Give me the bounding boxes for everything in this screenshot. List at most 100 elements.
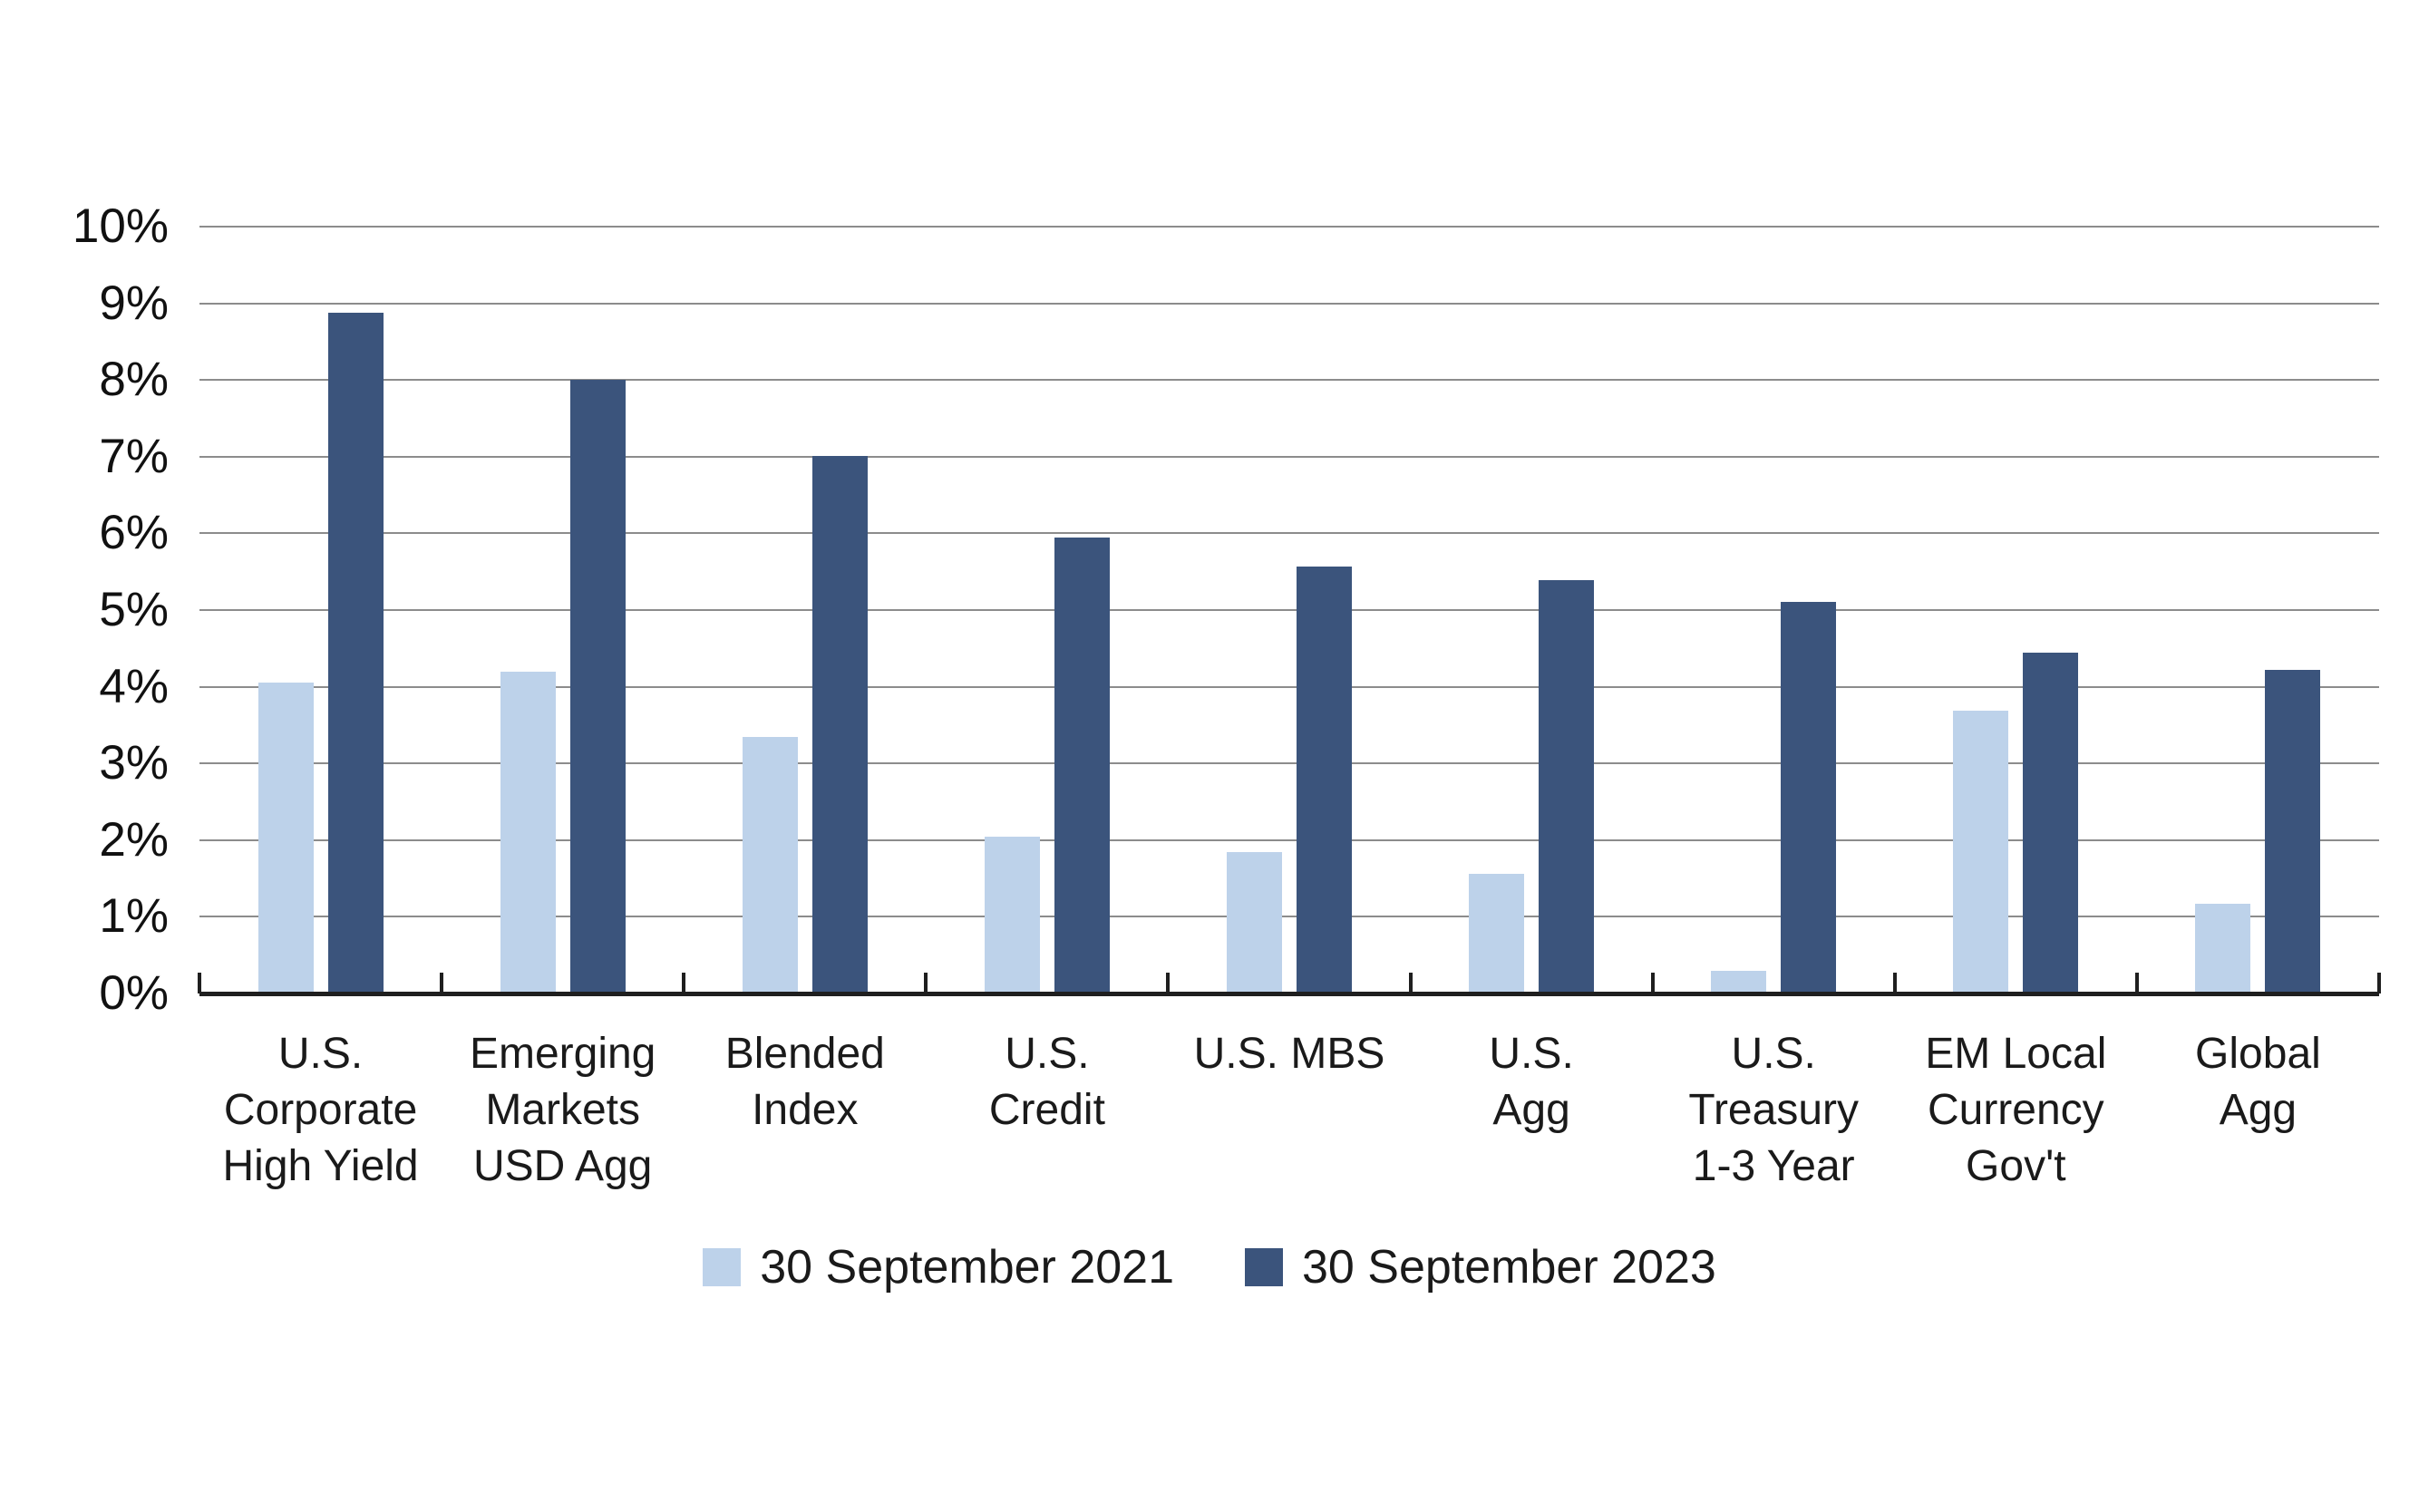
bar-30-september-2021-7 xyxy=(1711,970,1767,993)
gridline-3% xyxy=(199,762,2379,765)
y-tick-label-5%: 5% xyxy=(99,583,169,636)
x-category-label-8: EM Local Currency Gov't xyxy=(1895,1026,2137,1195)
bar-group-7 xyxy=(1653,227,1895,993)
bar-group-9 xyxy=(2137,227,2379,993)
bar-group-3 xyxy=(684,227,926,993)
legend-swatch-2021 xyxy=(703,1248,742,1286)
bar-30-september-2023-7 xyxy=(1781,601,1837,993)
gridline-9% xyxy=(199,302,2379,305)
y-tick-label-0%: 0% xyxy=(99,966,169,1020)
gridline-6% xyxy=(199,532,2379,535)
x-category-label-5: U.S. MBS xyxy=(1168,1026,1410,1195)
bar-30-september-2023-6 xyxy=(1539,580,1595,993)
bar-30-september-2023-2 xyxy=(569,380,626,993)
bar-30-september-2023-5 xyxy=(1296,566,1352,993)
bar-30-september-2021-2 xyxy=(500,671,556,993)
x-category-label-line: High Yield xyxy=(222,1142,419,1190)
x-category-label-2: Emerging Markets USD Agg xyxy=(442,1026,684,1195)
legend-item-2021: 30 September 2021 xyxy=(703,1240,1174,1294)
x-category-label-line: Agg xyxy=(1492,1086,1570,1134)
bar-30-september-2021-3 xyxy=(742,736,798,993)
x-category-label-line: Treasury xyxy=(1688,1086,1859,1134)
y-tick-label-7%: 7% xyxy=(99,429,169,483)
x-axis-line xyxy=(199,992,2379,996)
x-category-label-line: Emerging xyxy=(469,1030,656,1078)
bar-30-september-2021-8 xyxy=(1953,710,2009,993)
axis-tick-0 xyxy=(198,973,201,993)
x-axis-labels: U.S. Corporate High Yield Emerging Markets US… xyxy=(199,1026,2379,1195)
bar-group-4 xyxy=(926,227,1168,993)
gridline-1% xyxy=(199,916,2379,918)
legend-label-2021: 30 September 2021 xyxy=(760,1241,1174,1294)
gridline-2% xyxy=(199,838,2379,841)
plot-area xyxy=(198,226,2381,996)
legend-swatch-2023 xyxy=(1245,1248,1283,1286)
axis-tick-1 xyxy=(440,973,444,993)
y-tick-label-10%: 10% xyxy=(72,199,169,253)
bar-30-september-2023-3 xyxy=(811,455,868,993)
bar-30-september-2021-4 xyxy=(984,836,1040,993)
x-category-label-line: Markets xyxy=(485,1086,641,1134)
x-category-label-line: USD Agg xyxy=(472,1142,653,1190)
y-tick-label-4%: 4% xyxy=(99,659,169,713)
x-category-label-line: 1-3 Year xyxy=(1692,1142,1855,1190)
x-category-label-line: U.S. xyxy=(1731,1030,1816,1078)
legend-item-2023: 30 September 2023 xyxy=(1245,1240,1716,1294)
y-tick-label-8%: 8% xyxy=(99,353,169,407)
x-category-label-6: U.S. Agg xyxy=(1411,1026,1653,1195)
y-tick-label-6%: 6% xyxy=(99,506,169,560)
axis-tick-8 xyxy=(2134,973,2139,993)
bar-group-6 xyxy=(1411,227,1653,993)
bar-group-1 xyxy=(199,227,442,993)
x-category-label-line: Global xyxy=(2195,1030,2321,1078)
x-category-label-1: U.S. Corporate High Yield xyxy=(199,1026,442,1195)
x-category-label-9: Global Agg xyxy=(2137,1026,2379,1195)
bar-30-september-2021-6 xyxy=(1469,874,1525,993)
x-category-label-line: Currency xyxy=(1927,1086,2104,1134)
x-category-label-line: Credit xyxy=(988,1086,1105,1134)
bar-group-8 xyxy=(1895,227,2137,993)
legend: 30 September 2021 30 September 2023 xyxy=(0,1240,2419,1294)
x-category-label-4: U.S. Credit xyxy=(926,1026,1168,1195)
x-category-label-line: Agg xyxy=(2219,1086,2298,1134)
x-category-label-line: U.S. MBS xyxy=(1193,1030,1385,1078)
gridline-4% xyxy=(199,685,2379,688)
axis-tick-5 xyxy=(1408,973,1413,993)
x-category-label-line: Index xyxy=(752,1086,859,1134)
y-tick-label-2%: 2% xyxy=(99,812,169,867)
axis-tick-3 xyxy=(924,973,928,993)
axis-tick-6 xyxy=(1650,973,1655,993)
axis-tick-4 xyxy=(1166,973,1171,993)
x-category-label-7: U.S. Treasury 1-3 Year xyxy=(1653,1026,1895,1195)
bar-30-september-2023-9 xyxy=(2265,670,2321,993)
bar-30-september-2023-8 xyxy=(2023,652,2079,993)
bar-30-september-2021-5 xyxy=(1226,852,1282,993)
gridline-7% xyxy=(199,455,2379,458)
gridline-10% xyxy=(199,226,2379,228)
axis-tick-2 xyxy=(682,973,686,993)
x-category-label-line: Corporate xyxy=(223,1086,418,1134)
x-category-label-line: U.S. xyxy=(1005,1030,1090,1078)
x-category-label-line: U.S. xyxy=(1489,1030,1574,1078)
bar-30-september-2021-1 xyxy=(257,683,314,993)
gridline-8% xyxy=(199,379,2379,382)
axis-tick-7 xyxy=(1892,973,1897,993)
bar-30-september-2023-4 xyxy=(1054,537,1110,993)
x-category-label-line: Gov't xyxy=(1966,1142,2066,1190)
bar-group-2 xyxy=(442,227,684,993)
y-tick-label-9%: 9% xyxy=(99,276,169,330)
y-tick-label-1%: 1% xyxy=(99,889,169,944)
x-category-label-line: EM Local xyxy=(1925,1030,2107,1078)
y-tick-label-3%: 3% xyxy=(99,736,169,790)
legend-label-2023: 30 September 2023 xyxy=(1302,1241,1716,1294)
x-category-label-3: Blended Index xyxy=(684,1026,926,1195)
x-category-label-line: Blended xyxy=(724,1030,885,1078)
bar-group-5 xyxy=(1168,227,1410,993)
x-category-label-line: U.S. xyxy=(277,1030,364,1078)
gridline-5% xyxy=(199,609,2379,611)
bar-groups xyxy=(199,227,2379,993)
y-axis-labels: 0% 1% 2% 3% 4% 5% 6% 7% 8% 9% 10% xyxy=(0,199,169,1020)
axis-tick-9 xyxy=(2377,973,2381,993)
bar-30-september-2021-9 xyxy=(2195,904,2251,993)
